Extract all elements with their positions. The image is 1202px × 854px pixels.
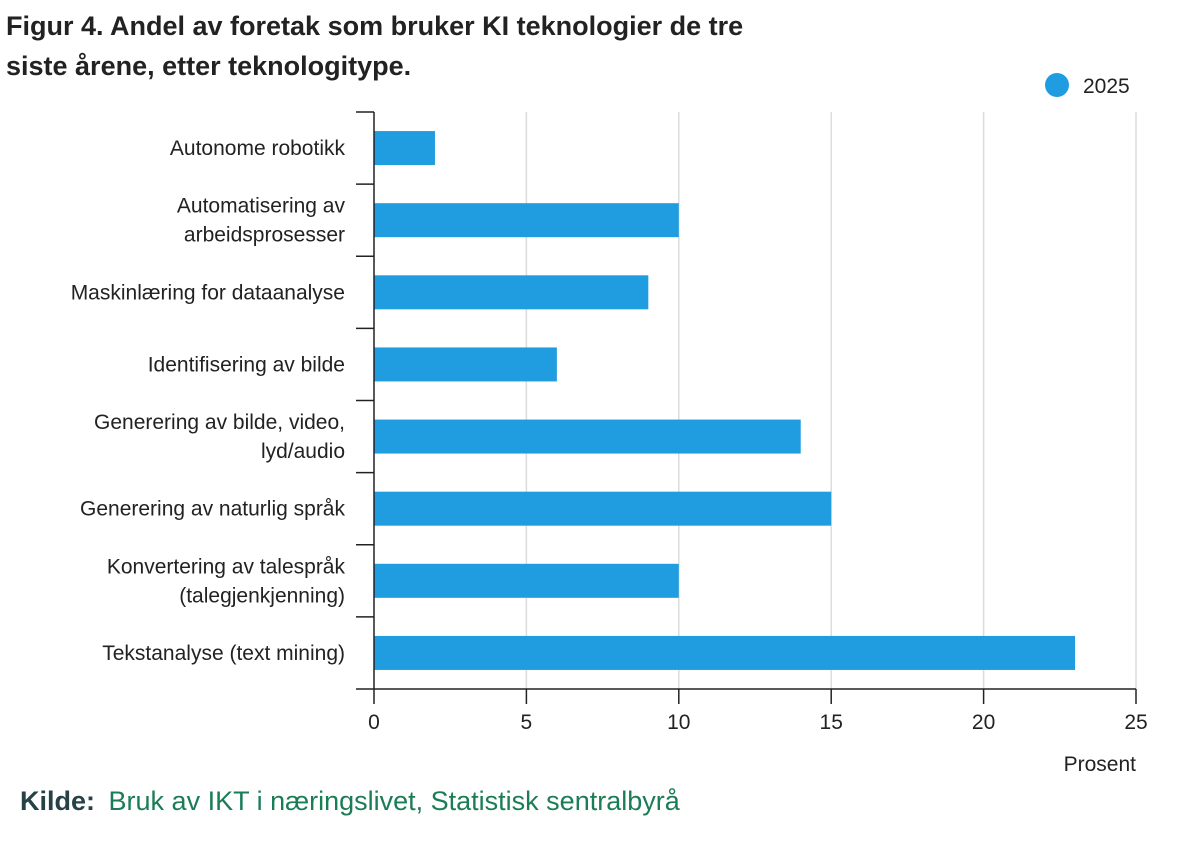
category-label: Tekstanalyse (text mining)	[102, 642, 345, 665]
chart-title-line-1: Figur 4. Andel av foretak som bruker KI …	[6, 11, 743, 41]
x-tick-label: 0	[368, 711, 380, 734]
x-axis-label: Prosent	[1064, 753, 1137, 776]
legend-marker	[1045, 73, 1069, 97]
source-label: Kilde:	[20, 786, 95, 816]
source-text: Bruk av IKT i næringslivet, Statistisk s…	[109, 786, 681, 816]
legend: 2025	[1045, 73, 1130, 98]
x-tick-label: 5	[521, 711, 533, 734]
bar	[374, 419, 801, 454]
category-label: Automatisering av	[177, 195, 346, 218]
category-label: Generering av bilde, video,	[94, 411, 345, 434]
bar	[374, 635, 1076, 670]
bar	[374, 491, 832, 526]
bar	[374, 275, 649, 310]
category-label: Maskinlæring for dataanalyse	[71, 281, 345, 304]
bar	[374, 347, 557, 382]
category-label: Generering av naturlig språk	[80, 498, 345, 521]
x-tick-label: 20	[972, 711, 995, 734]
axes: 0 5 10 15 20 25	[356, 111, 1148, 734]
legend-label: 2025	[1083, 75, 1130, 98]
bar	[374, 203, 679, 238]
bar	[374, 131, 435, 166]
category-label: (talegjenkjenning)	[179, 584, 345, 607]
category-label: lyd/audio	[261, 440, 345, 463]
category-label: arbeidsprosesser	[184, 224, 345, 247]
bar	[374, 563, 679, 598]
x-tick-label: 15	[820, 711, 843, 734]
gridlines	[525, 112, 1137, 689]
category-label: Autonome robotikk	[170, 137, 346, 160]
source-note: Kilde: Bruk av IKT i næringslivet, Stati…	[20, 786, 681, 816]
x-tick-label: 10	[667, 711, 690, 734]
category-label: Konvertering av talespråk	[107, 555, 346, 578]
chart-title-line-2: siste årene, etter teknologitype.	[6, 51, 411, 81]
x-tick-label: 25	[1124, 711, 1147, 734]
category-label: Identifisering av bilde	[148, 353, 345, 376]
category-labels: Autonome robotikk Automatisering av arbeid…	[71, 137, 346, 665]
bars	[374, 131, 1076, 670]
